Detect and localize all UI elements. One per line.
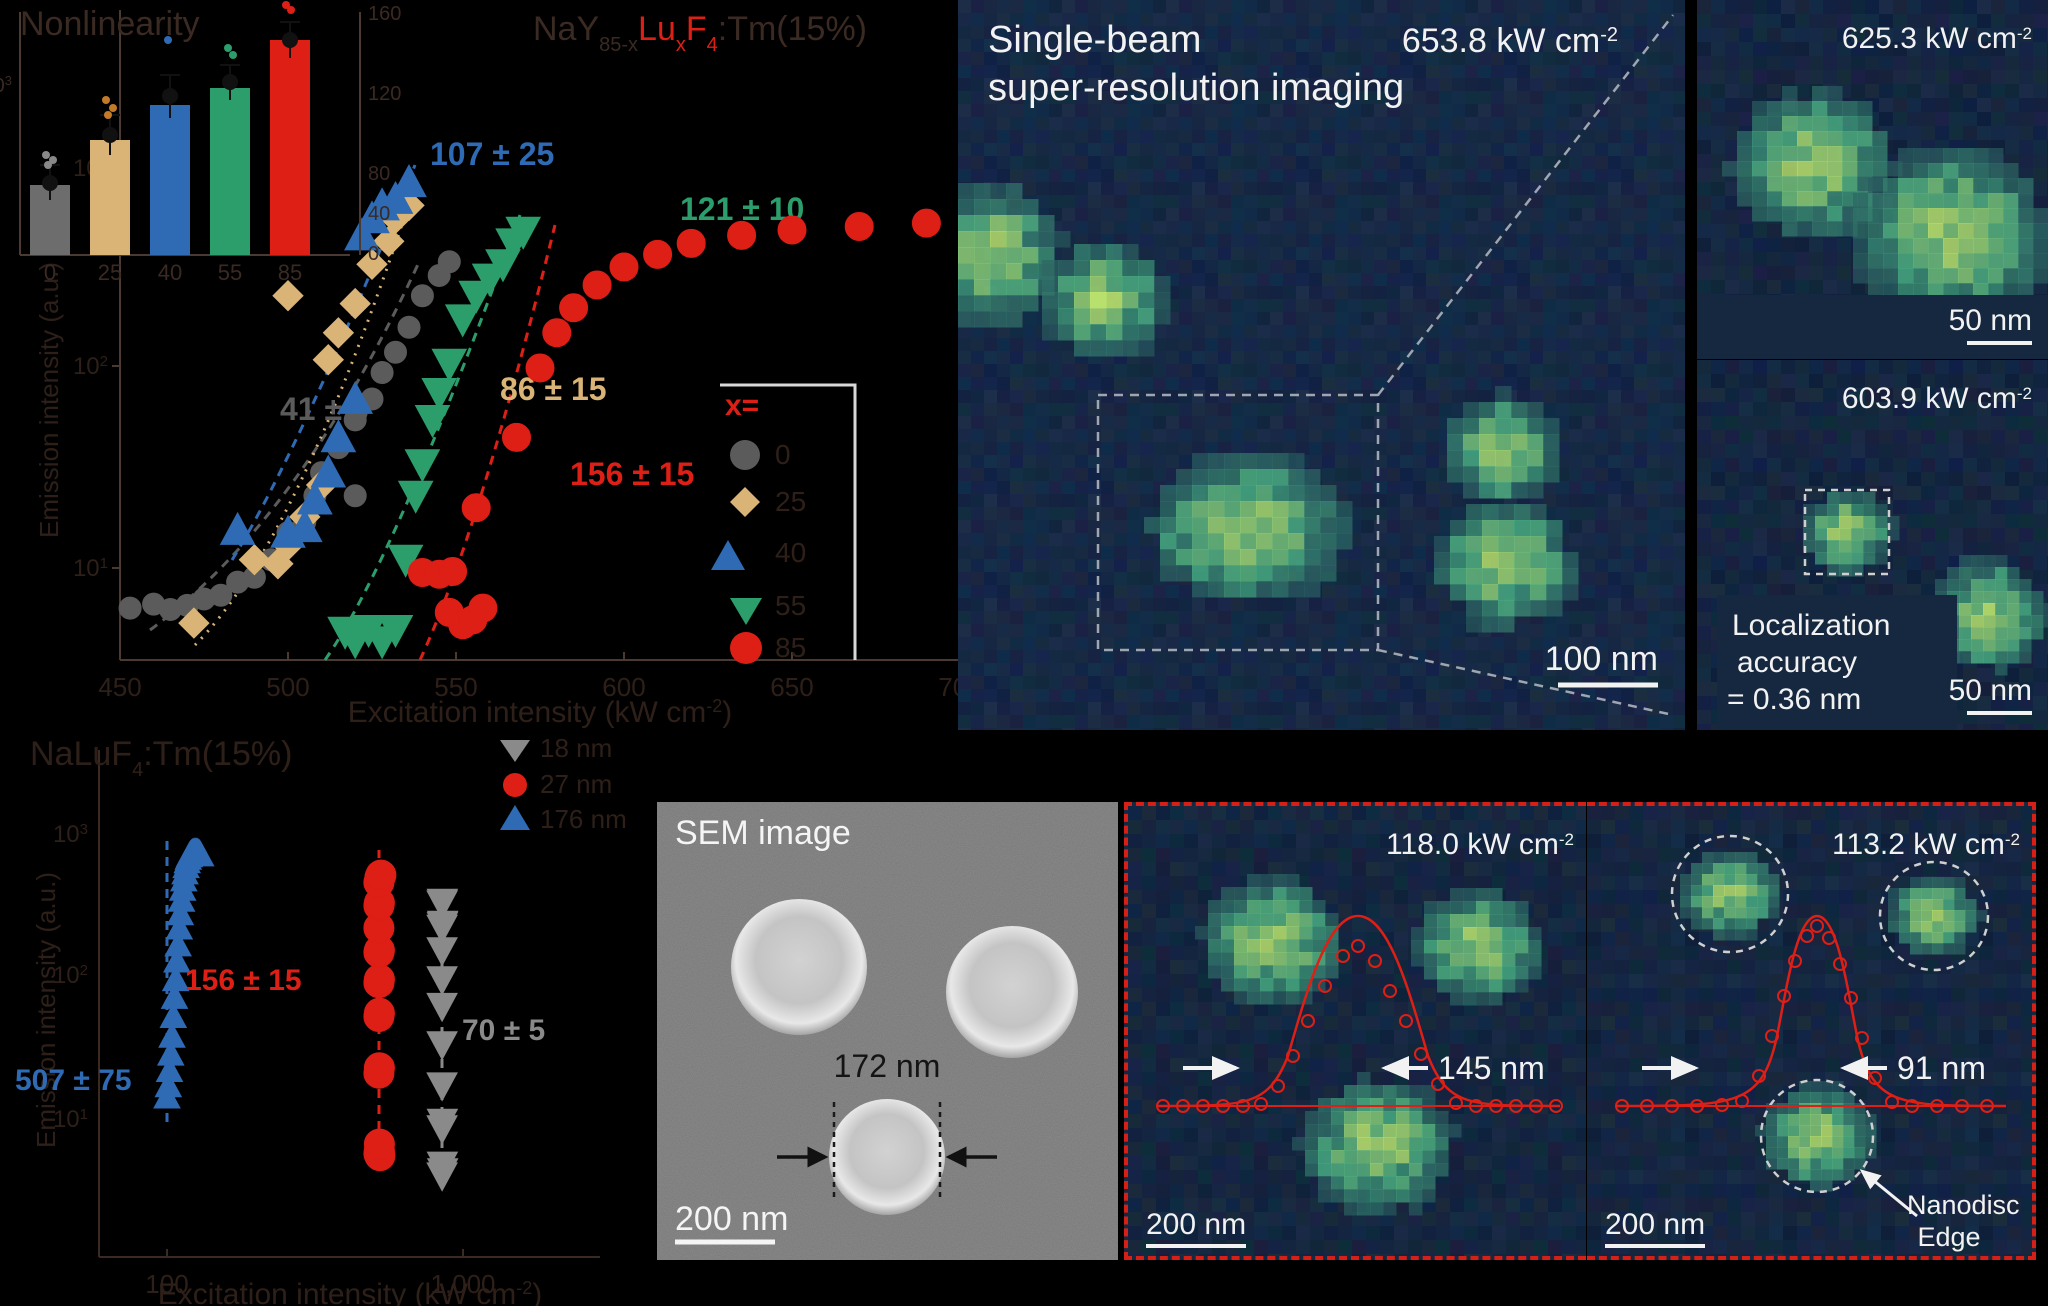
svg-text:NaLuF4:Tm(15%): NaLuF4:Tm(15%)	[30, 735, 292, 781]
svg-text:x=: x=	[725, 389, 759, 422]
svg-text:40: 40	[158, 260, 182, 285]
svg-text:Nanodisc: Nanodisc	[1907, 1190, 2020, 1220]
svg-text:507 ± 75: 507 ± 75	[15, 1064, 132, 1097]
svg-text:NaY85-xLuxF4:Tm(15%): NaY85-xLuxF4:Tm(15%)	[533, 10, 867, 56]
svg-text:27 nm: 27 nm	[540, 769, 612, 799]
svg-text:25: 25	[98, 260, 122, 285]
svg-text:653.8 kW cm-2: 653.8 kW cm-2	[1402, 22, 1618, 60]
svg-text:101: 101	[73, 555, 108, 583]
svg-text:Emission intensity (a.u.): Emission intensity (a.u.)	[34, 262, 64, 538]
svg-text:50 nm: 50 nm	[1949, 674, 2032, 707]
svg-text:Excitation intensity (kW cm-2): Excitation intensity (kW cm-2)	[158, 1278, 542, 1306]
svg-text:200 nm: 200 nm	[675, 1200, 788, 1238]
svg-text:103: 103	[53, 821, 88, 849]
svg-text:25: 25	[775, 486, 806, 517]
svg-text:200 nm: 200 nm	[1605, 1208, 1705, 1241]
svg-text:Nonlinearity: Nonlinearity	[20, 5, 200, 43]
svg-text:0: 0	[775, 439, 791, 470]
svg-text:0: 0	[44, 260, 56, 285]
svg-text:156 ± 15: 156 ± 15	[570, 456, 694, 492]
svg-text:650: 650	[770, 672, 813, 702]
svg-text:Edge: Edge	[1917, 1222, 1980, 1252]
svg-text:145 nm: 145 nm	[1438, 1050, 1545, 1086]
svg-text:156 ± 15: 156 ± 15	[185, 964, 302, 997]
svg-text:113.2 kW cm-2: 113.2 kW cm-2	[1832, 828, 2020, 861]
svg-text:50 nm: 50 nm	[1949, 304, 2032, 337]
svg-text:80: 80	[368, 163, 390, 185]
svg-text:18 nm: 18 nm	[540, 733, 612, 763]
svg-text:super-resolution imaging: super-resolution imaging	[988, 67, 1404, 109]
svg-text:Localization: Localization	[1732, 609, 1890, 642]
svg-text:700: 700	[938, 672, 958, 702]
svg-text:625.3 kW cm-2: 625.3 kW cm-2	[1842, 22, 2032, 55]
svg-text:40: 40	[775, 537, 806, 568]
svg-text:172 nm: 172 nm	[834, 1048, 941, 1084]
svg-text:85: 85	[278, 260, 302, 285]
svg-text:176 nm: 176 nm	[540, 804, 627, 834]
svg-text:160: 160	[368, 3, 401, 25]
svg-text:120: 120	[368, 83, 401, 105]
svg-text:85: 85	[775, 632, 806, 663]
svg-text:SEM image: SEM image	[675, 814, 851, 852]
svg-text:Excitation intensity (kW cm-2): Excitation intensity (kW cm-2)	[348, 696, 732, 729]
svg-text:Single-beam: Single-beam	[988, 19, 1201, 61]
svg-text:118.0 kW cm-2: 118.0 kW cm-2	[1386, 828, 1574, 861]
svg-text:55: 55	[775, 590, 806, 621]
svg-text:100 nm: 100 nm	[1545, 640, 1658, 678]
svg-text:500: 500	[266, 672, 309, 702]
svg-text:603.9 kW cm-2: 603.9 kW cm-2	[1842, 382, 2032, 415]
svg-text:200 nm: 200 nm	[1146, 1208, 1246, 1241]
svg-text:103: 103	[0, 73, 12, 98]
svg-text:accuracy: accuracy	[1737, 646, 1857, 679]
svg-text:86 ± 15: 86 ± 15	[500, 371, 607, 407]
svg-text:450: 450	[98, 672, 141, 702]
svg-text:55: 55	[218, 260, 242, 285]
svg-text:91 nm: 91 nm	[1897, 1050, 1986, 1086]
svg-text:102: 102	[73, 353, 108, 381]
svg-text:70 ± 5: 70 ± 5	[462, 1014, 545, 1047]
svg-text:Emission intensity (a.u.): Emission intensity (a.u.)	[31, 872, 61, 1148]
svg-text:= 0.36 nm: = 0.36 nm	[1727, 683, 1861, 716]
svg-text:40: 40	[368, 203, 390, 225]
svg-text:107 ± 25: 107 ± 25	[430, 136, 554, 172]
svg-text:0: 0	[368, 243, 379, 265]
